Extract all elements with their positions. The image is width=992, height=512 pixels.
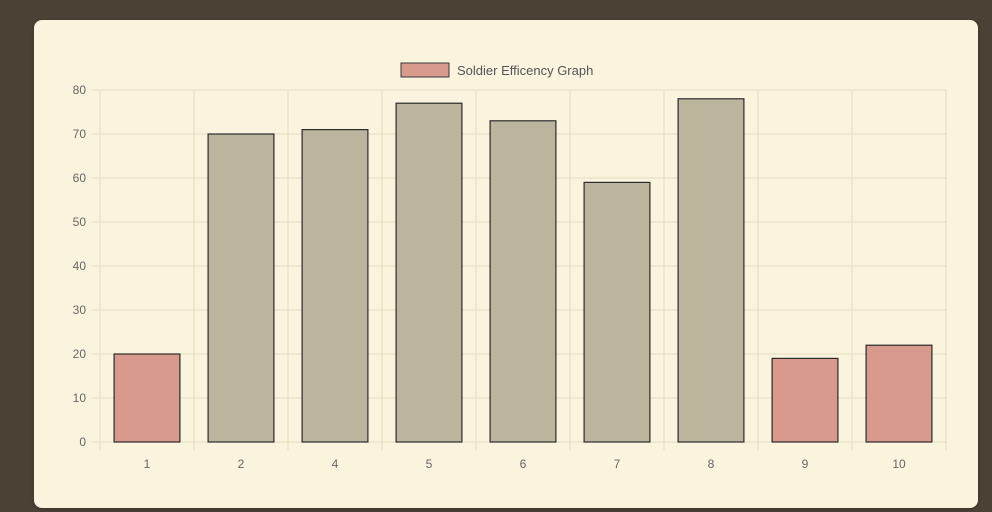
y-tick-label: 0 (79, 435, 86, 449)
x-tick-label: 9 (802, 457, 809, 471)
bar-10[interactable] (865, 344, 933, 443)
y-tick-label: 10 (73, 391, 87, 405)
x-tick-label: 2 (238, 457, 245, 471)
bar-9[interactable] (771, 357, 839, 443)
bar-7[interactable] (583, 181, 651, 443)
x-tick-label: 4 (332, 457, 339, 471)
bar-8[interactable] (677, 98, 745, 443)
y-tick-label: 60 (73, 171, 87, 185)
bar-5[interactable] (395, 102, 463, 443)
bar-2[interactable] (207, 133, 275, 443)
x-tick-label: 1 (144, 457, 151, 471)
y-axis-ticks: 0 10 20 30 40 50 60 70 80 (73, 83, 87, 449)
bar-1[interactable] (113, 353, 181, 443)
y-tick-label: 40 (73, 259, 87, 273)
y-tick-label: 20 (73, 347, 87, 361)
bars (113, 98, 933, 443)
x-tick-label: 8 (708, 457, 715, 471)
y-tick-label: 80 (73, 83, 87, 97)
x-tick-label: 7 (614, 457, 621, 471)
y-tick-label: 30 (73, 303, 87, 317)
bar-4[interactable] (301, 129, 369, 443)
y-tick-label: 70 (73, 127, 87, 141)
x-tick-label: 5 (426, 457, 433, 471)
x-axis-ticks: 1 2 4 5 6 7 8 9 10 (144, 457, 906, 471)
x-tick-label: 6 (520, 457, 527, 471)
legend-label: Soldier Efficency Graph (457, 63, 593, 78)
legend-swatch (400, 62, 450, 78)
x-tick-label: 10 (892, 457, 906, 471)
bar-6[interactable] (489, 120, 557, 443)
chart-legend[interactable]: Soldier Efficency Graph (400, 62, 593, 78)
y-tick-label: 50 (73, 215, 87, 229)
